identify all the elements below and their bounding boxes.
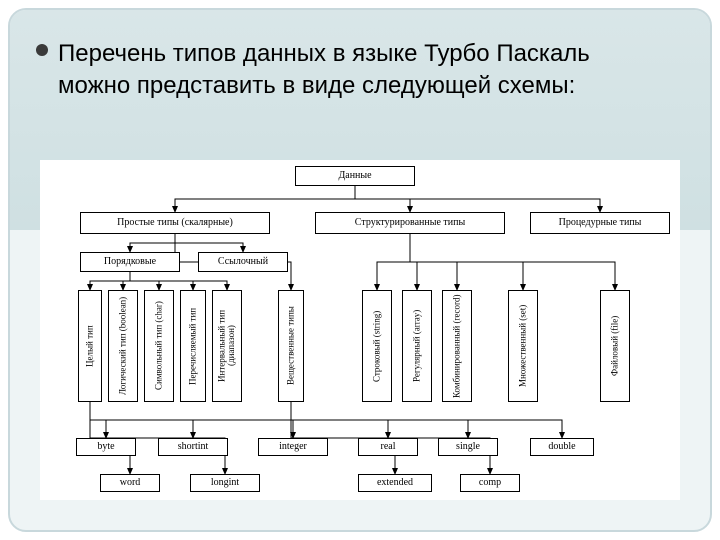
diagram-panel: Данные Простые типы (скалярные) Структурир… [40, 160, 680, 500]
node-realt: real [358, 438, 418, 456]
node-proc: Процедурные типы [530, 212, 670, 234]
intro-content: Перечень типов данных в языке Турбо Паск… [58, 40, 590, 99]
node-array: Регулярный (array) [402, 290, 432, 402]
intro-text: Перечень типов данных в языке Турбо Паск… [58, 38, 662, 103]
node-ref: Ссылочный [198, 252, 288, 272]
node-comp: comp [460, 474, 520, 492]
node-shortint: shortint [158, 438, 228, 456]
bullet-icon [36, 44, 48, 56]
node-record: Комбинированный (record) [442, 290, 472, 402]
node-root: Данные [295, 166, 415, 186]
node-char: Символьный тип (char) [144, 290, 174, 402]
node-ord: Порядковые [80, 252, 180, 272]
node-enum: Перечисляемый тип [180, 290, 206, 402]
node-range: Интервальный тип (диапазон) [212, 290, 242, 402]
node-byte: byte [76, 438, 136, 456]
node-integer: integer [258, 438, 328, 456]
node-real: Вещественные типы [278, 290, 304, 402]
node-extended: extended [358, 474, 432, 492]
node-int: Целый тип [78, 290, 102, 402]
node-word: word [100, 474, 160, 492]
node-longint: longint [190, 474, 260, 492]
node-double: double [530, 438, 594, 456]
node-simple: Простые типы (скалярные) [80, 212, 270, 234]
node-struct: Структурированные типы [315, 212, 505, 234]
node-file: Файловый (file) [600, 290, 630, 402]
node-single: single [438, 438, 498, 456]
node-set: Множественный (set) [508, 290, 538, 402]
node-string: Строковый (string) [362, 290, 392, 402]
slide-frame: Перечень типов данных в языке Турбо Паск… [8, 8, 712, 532]
node-bool: Логический тип (boolean) [108, 290, 138, 402]
